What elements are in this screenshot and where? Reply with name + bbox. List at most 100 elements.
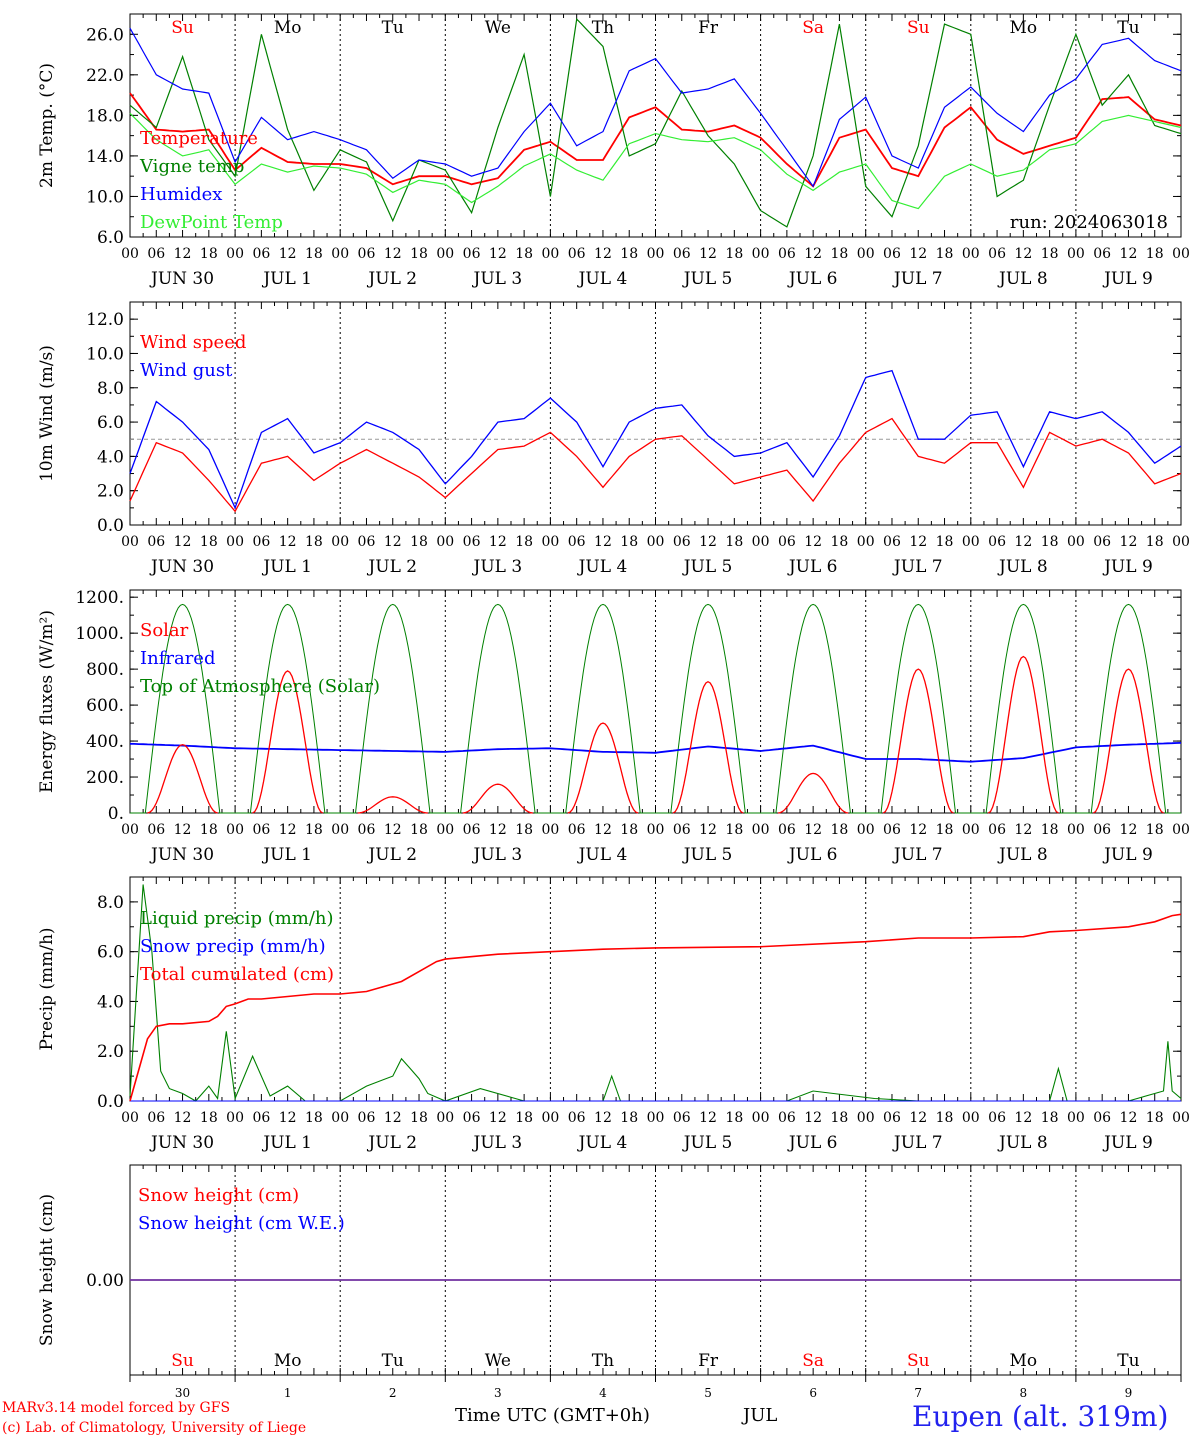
y-tick-label: 6.0 [97, 413, 124, 433]
legend-entry: Wind gust [140, 360, 233, 381]
y-tick-label: 2.0 [97, 1042, 124, 1062]
date-label: JUL 5 [682, 557, 733, 577]
hour-label: 12 [174, 246, 192, 262]
hour-label: 18 [1146, 1110, 1164, 1126]
hour-label: 06 [778, 246, 796, 262]
hour-label: 00 [1172, 1110, 1190, 1126]
hour-label: 18 [1041, 1110, 1059, 1126]
y-tick-label: 18.0 [86, 106, 124, 126]
date-label: JUL 1 [261, 845, 312, 865]
series-vigne-temp [129, 17, 1182, 228]
hour-label: 06 [463, 534, 481, 550]
y-axis-label: Snow height (cm) [37, 1194, 57, 1346]
hour-label: 06 [252, 534, 270, 550]
hour-label: 06 [988, 1110, 1006, 1126]
weekday-label: Mo [274, 18, 302, 38]
date-label: JUL 9 [1102, 557, 1153, 577]
hour-label: 06 [988, 246, 1006, 262]
hour-label: 06 [252, 1110, 270, 1126]
hour-label: 06 [568, 822, 586, 838]
hour-label: 18 [936, 534, 954, 550]
hour-label: 00 [857, 534, 875, 550]
series-total [129, 913, 1182, 1102]
hour-label: 18 [620, 246, 638, 262]
date-label: JUL 9 [1102, 845, 1153, 865]
hour-label: 12 [489, 1110, 507, 1126]
weekday-label: Tu [1117, 18, 1139, 38]
hour-label: 06 [463, 1110, 481, 1126]
date-label: JUL 4 [577, 845, 628, 865]
hour-label: 06 [463, 822, 481, 838]
weekday-label: We [485, 18, 511, 38]
day-number: 2 [389, 1386, 397, 1400]
hour-label: 18 [936, 822, 954, 838]
hour-label: 12 [1014, 822, 1032, 838]
day-number: 1 [284, 1386, 292, 1400]
y-tick-label: 4.0 [97, 992, 124, 1012]
panel-snow: 0.00 Snow height (cm) Snow height (cm) Snow… [37, 1164, 1182, 1400]
hour-label: 18 [725, 246, 743, 262]
weekday-label: Su [907, 1351, 930, 1371]
panel-temperature: 6.0 10.0 14.0 18.0 22.0 26.0 2m Temp. (°C) 00 06… [37, 13, 1190, 289]
hour-label: 12 [1120, 1110, 1138, 1126]
weekday-label: Sa [802, 18, 824, 38]
toa-curve [1075, 603, 1181, 814]
hour-label: 00 [226, 534, 244, 550]
hour-label: 06 [568, 534, 586, 550]
hour-label: 00 [1067, 534, 1085, 550]
hour-label: 06 [358, 246, 376, 262]
series-solar [252, 670, 324, 814]
date-label: JUN 30 [149, 557, 214, 577]
hour-label: 18 [515, 822, 533, 838]
y-tick-label: 14.0 [86, 147, 124, 167]
hour-label: 06 [778, 822, 796, 838]
model-credit: MARv3.14 model forced by GFS (c) Lab. of… [2, 1398, 306, 1438]
date-label: JUL 6 [787, 557, 838, 577]
hour-label: 00 [436, 246, 454, 262]
y-axis-label: 2m Temp. (°C) [37, 63, 57, 188]
hour-label: 06 [252, 246, 270, 262]
hour-label: 12 [384, 822, 402, 838]
weekday-label: Fr [698, 18, 719, 38]
series-humidex [129, 27, 1182, 188]
y-tick-label: 600. [86, 696, 124, 716]
legend-entry: Top of Atmosphere (Solar) [140, 676, 380, 697]
hour-label: 06 [883, 246, 901, 262]
y-tick-label: 12.0 [86, 310, 124, 330]
hour-label: 12 [174, 534, 192, 550]
hour-label: 06 [778, 1110, 796, 1126]
y-tick-label: 10.0 [86, 187, 124, 207]
hour-label: 12 [909, 246, 927, 262]
hour-label: 12 [594, 822, 612, 838]
weekday-label: Su [907, 18, 930, 38]
toa-curve [760, 603, 866, 814]
toa-curve [550, 603, 656, 814]
hour-label: 12 [909, 822, 927, 838]
series-solar [777, 772, 849, 814]
hour-label: 00 [962, 1110, 980, 1126]
hour-label: 18 [831, 1110, 849, 1126]
toa-curve [130, 603, 236, 814]
hour-label: 06 [568, 246, 586, 262]
date-label: JUL 8 [997, 1133, 1048, 1153]
hour-label: 06 [988, 534, 1006, 550]
weekday-label: Tu [1117, 1351, 1139, 1371]
hour-label: 06 [883, 1110, 901, 1126]
y-tick-label: 2.0 [97, 482, 124, 502]
y-tick-label: 10.0 [86, 344, 124, 364]
legend-entry: Liquid precip (mm/h) [140, 908, 334, 929]
hour-label: 00 [962, 534, 980, 550]
toa-curve [970, 603, 1076, 814]
panel-precip: 0.0 2.0 4.0 6.0 8.0 Precip (mm/h) 00 06 12 18 00 06… [37, 876, 1190, 1153]
date-label: JUL 5 [682, 1133, 733, 1153]
series-wind-speed [129, 417, 1182, 513]
hour-label: 12 [594, 534, 612, 550]
hour-label: 06 [1093, 246, 1111, 262]
month-label: JUL [743, 1405, 778, 1426]
model-line: MARv3.14 model forced by GFS [2, 1400, 231, 1416]
hour-label: 06 [673, 822, 691, 838]
date-label: JUL 7 [892, 269, 943, 289]
y-tick-label: 1200. [75, 588, 124, 608]
hour-label: 00 [436, 822, 454, 838]
